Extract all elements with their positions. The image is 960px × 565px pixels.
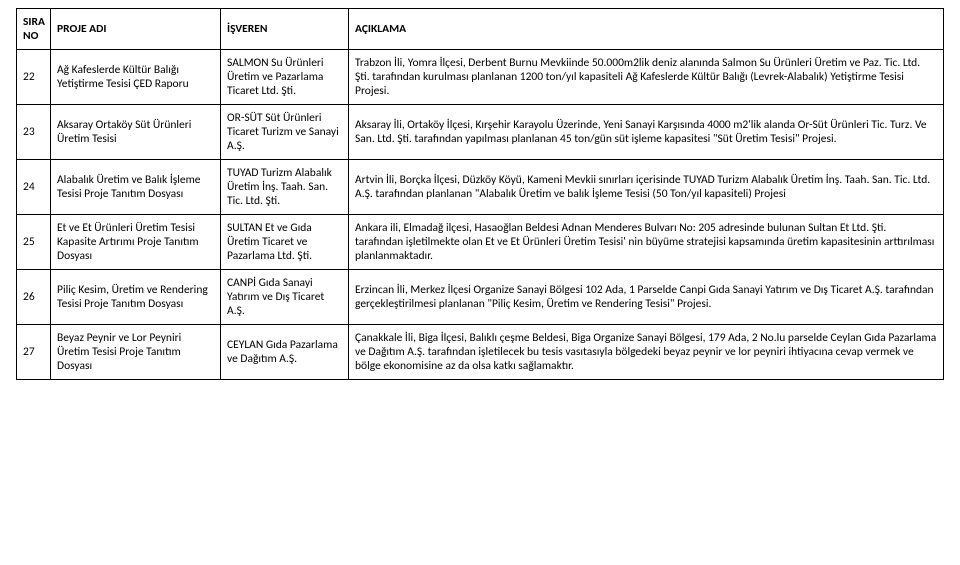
cell-proj: Et ve Et Ürünleri Üretim Tesisi Kapasite…	[51, 215, 221, 270]
cell-no: 27	[17, 325, 51, 380]
table-row: 26 Piliç Kesim, Üretim ve Rendering Tesi…	[17, 270, 944, 325]
table-row: 22 Ağ Kafeslerde Kültür Balığı Yetiştirm…	[17, 50, 944, 105]
header-emp: İŞVEREN	[221, 9, 349, 50]
cell-no: 22	[17, 50, 51, 105]
table-row: 24 Alabalık Üretim ve Balık İşleme Tesis…	[17, 160, 944, 215]
cell-emp: CANPİ Gıda Sanayi Yatırım ve Dış Ticaret…	[221, 270, 349, 325]
cell-no: 25	[17, 215, 51, 270]
cell-proj: Piliç Kesim, Üretim ve Rendering Tesisi …	[51, 270, 221, 325]
cell-desc: Çanakkale İli, Biga İlçesi, Balıklı çeşm…	[349, 325, 944, 380]
cell-proj: Aksaray Ortaköy Süt Ürünleri Üretim Tesi…	[51, 105, 221, 160]
table-row: 27 Beyaz Peynir ve Lor Peyniri Üretim Te…	[17, 325, 944, 380]
cell-emp: TUYAD Turizm Alabalık Üretim İnş. Taah. …	[221, 160, 349, 215]
cell-emp: CEYLAN Gıda Pazarlama ve Dağıtım A.Ş.	[221, 325, 349, 380]
cell-no: 23	[17, 105, 51, 160]
cell-proj: Ağ Kafeslerde Kültür Balığı Yetiştirme T…	[51, 50, 221, 105]
cell-desc: Ankara ili, Elmadağ ilçesi, Hasaoğlan Be…	[349, 215, 944, 270]
cell-desc: Artvin İli, Borçka İlçesi, Düzköy Köyü, …	[349, 160, 944, 215]
header-no: SIRA NO	[17, 9, 51, 50]
table-row: 23 Aksaray Ortaköy Süt Ürünleri Üretim T…	[17, 105, 944, 160]
cell-desc: Aksaray İli, Ortaköy İlçesi, Kırşehir Ka…	[349, 105, 944, 160]
cell-proj: Beyaz Peynir ve Lor Peyniri Üretim Tesis…	[51, 325, 221, 380]
cell-emp: OR-SÜT Süt Ürünleri Ticaret Turizm ve Sa…	[221, 105, 349, 160]
table-header-row: SIRA NO PROJE ADI İŞVEREN AÇIKLAMA	[17, 9, 944, 50]
cell-proj: Alabalık Üretim ve Balık İşleme Tesisi P…	[51, 160, 221, 215]
cell-emp: SULTAN Et ve Gıda Üretim Ticaret ve Paza…	[221, 215, 349, 270]
header-proj: PROJE ADI	[51, 9, 221, 50]
cell-no: 24	[17, 160, 51, 215]
cell-desc: Erzincan İli, Merkez İlçesi Organize San…	[349, 270, 944, 325]
header-desc: AÇIKLAMA	[349, 9, 944, 50]
project-table: SIRA NO PROJE ADI İŞVEREN AÇIKLAMA 22 Ağ…	[16, 8, 944, 380]
cell-desc: Trabzon İli, Yomra İlçesi, Derbent Burnu…	[349, 50, 944, 105]
cell-no: 26	[17, 270, 51, 325]
cell-emp: SALMON Su Ürünleri Üretim ve Pazarlama T…	[221, 50, 349, 105]
table-row: 25 Et ve Et Ürünleri Üretim Tesisi Kapas…	[17, 215, 944, 270]
